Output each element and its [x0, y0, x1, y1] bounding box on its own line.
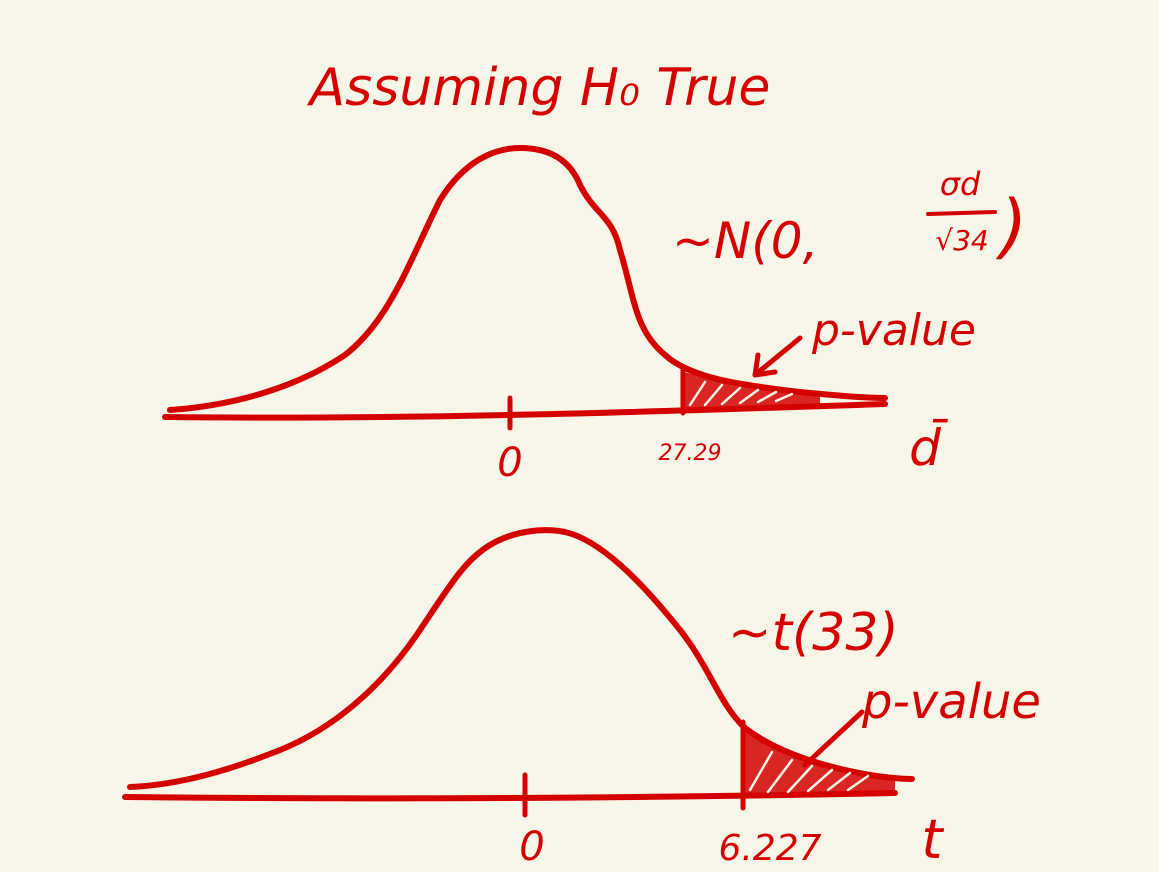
top-shade-hatch: [688, 380, 794, 407]
top-sqrt-label: √34: [935, 224, 988, 257]
top-fraction-bar: [926, 210, 997, 216]
top-sigma-label: σd: [940, 165, 981, 203]
top-observed-label: 27.29: [659, 441, 722, 466]
top-pvalue-label: p-value: [811, 305, 976, 356]
top-pvalue-arrow: [752, 335, 803, 378]
bottom-distribution-label: ~t(33): [728, 603, 899, 663]
bottom-axis-variable: t: [921, 808, 944, 871]
bottom-shade-hatch: [748, 750, 870, 794]
top-x-axis: [162, 401, 888, 421]
diagram-title: Assuming H₀ True: [307, 58, 771, 118]
bottom-pvalue-arrow: [802, 709, 865, 768]
top-axis-variable: d̄: [909, 418, 948, 477]
bottom-t-plot: ~t(33) p-value 0 6.227 t: [122, 527, 1041, 871]
top-pvalue-shaded-area: [683, 372, 820, 410]
bottom-pvalue-shaded-area: [743, 725, 895, 796]
bottom-x-axis: [122, 790, 898, 802]
bottom-pvalue-label: p-value: [861, 674, 1041, 730]
bottom-center-label: 0: [519, 824, 544, 870]
top-close-paren: ): [995, 185, 1027, 267]
top-normal-curve: [167, 145, 888, 413]
top-center-label: 0: [497, 440, 522, 486]
top-distribution-label: ~N(0,: [672, 212, 819, 270]
bottom-observed-label: 6.227: [718, 828, 821, 869]
top-normal-plot: ~N(0, σd √34 ) p-value 0 27.29 d̄: [162, 145, 1027, 486]
